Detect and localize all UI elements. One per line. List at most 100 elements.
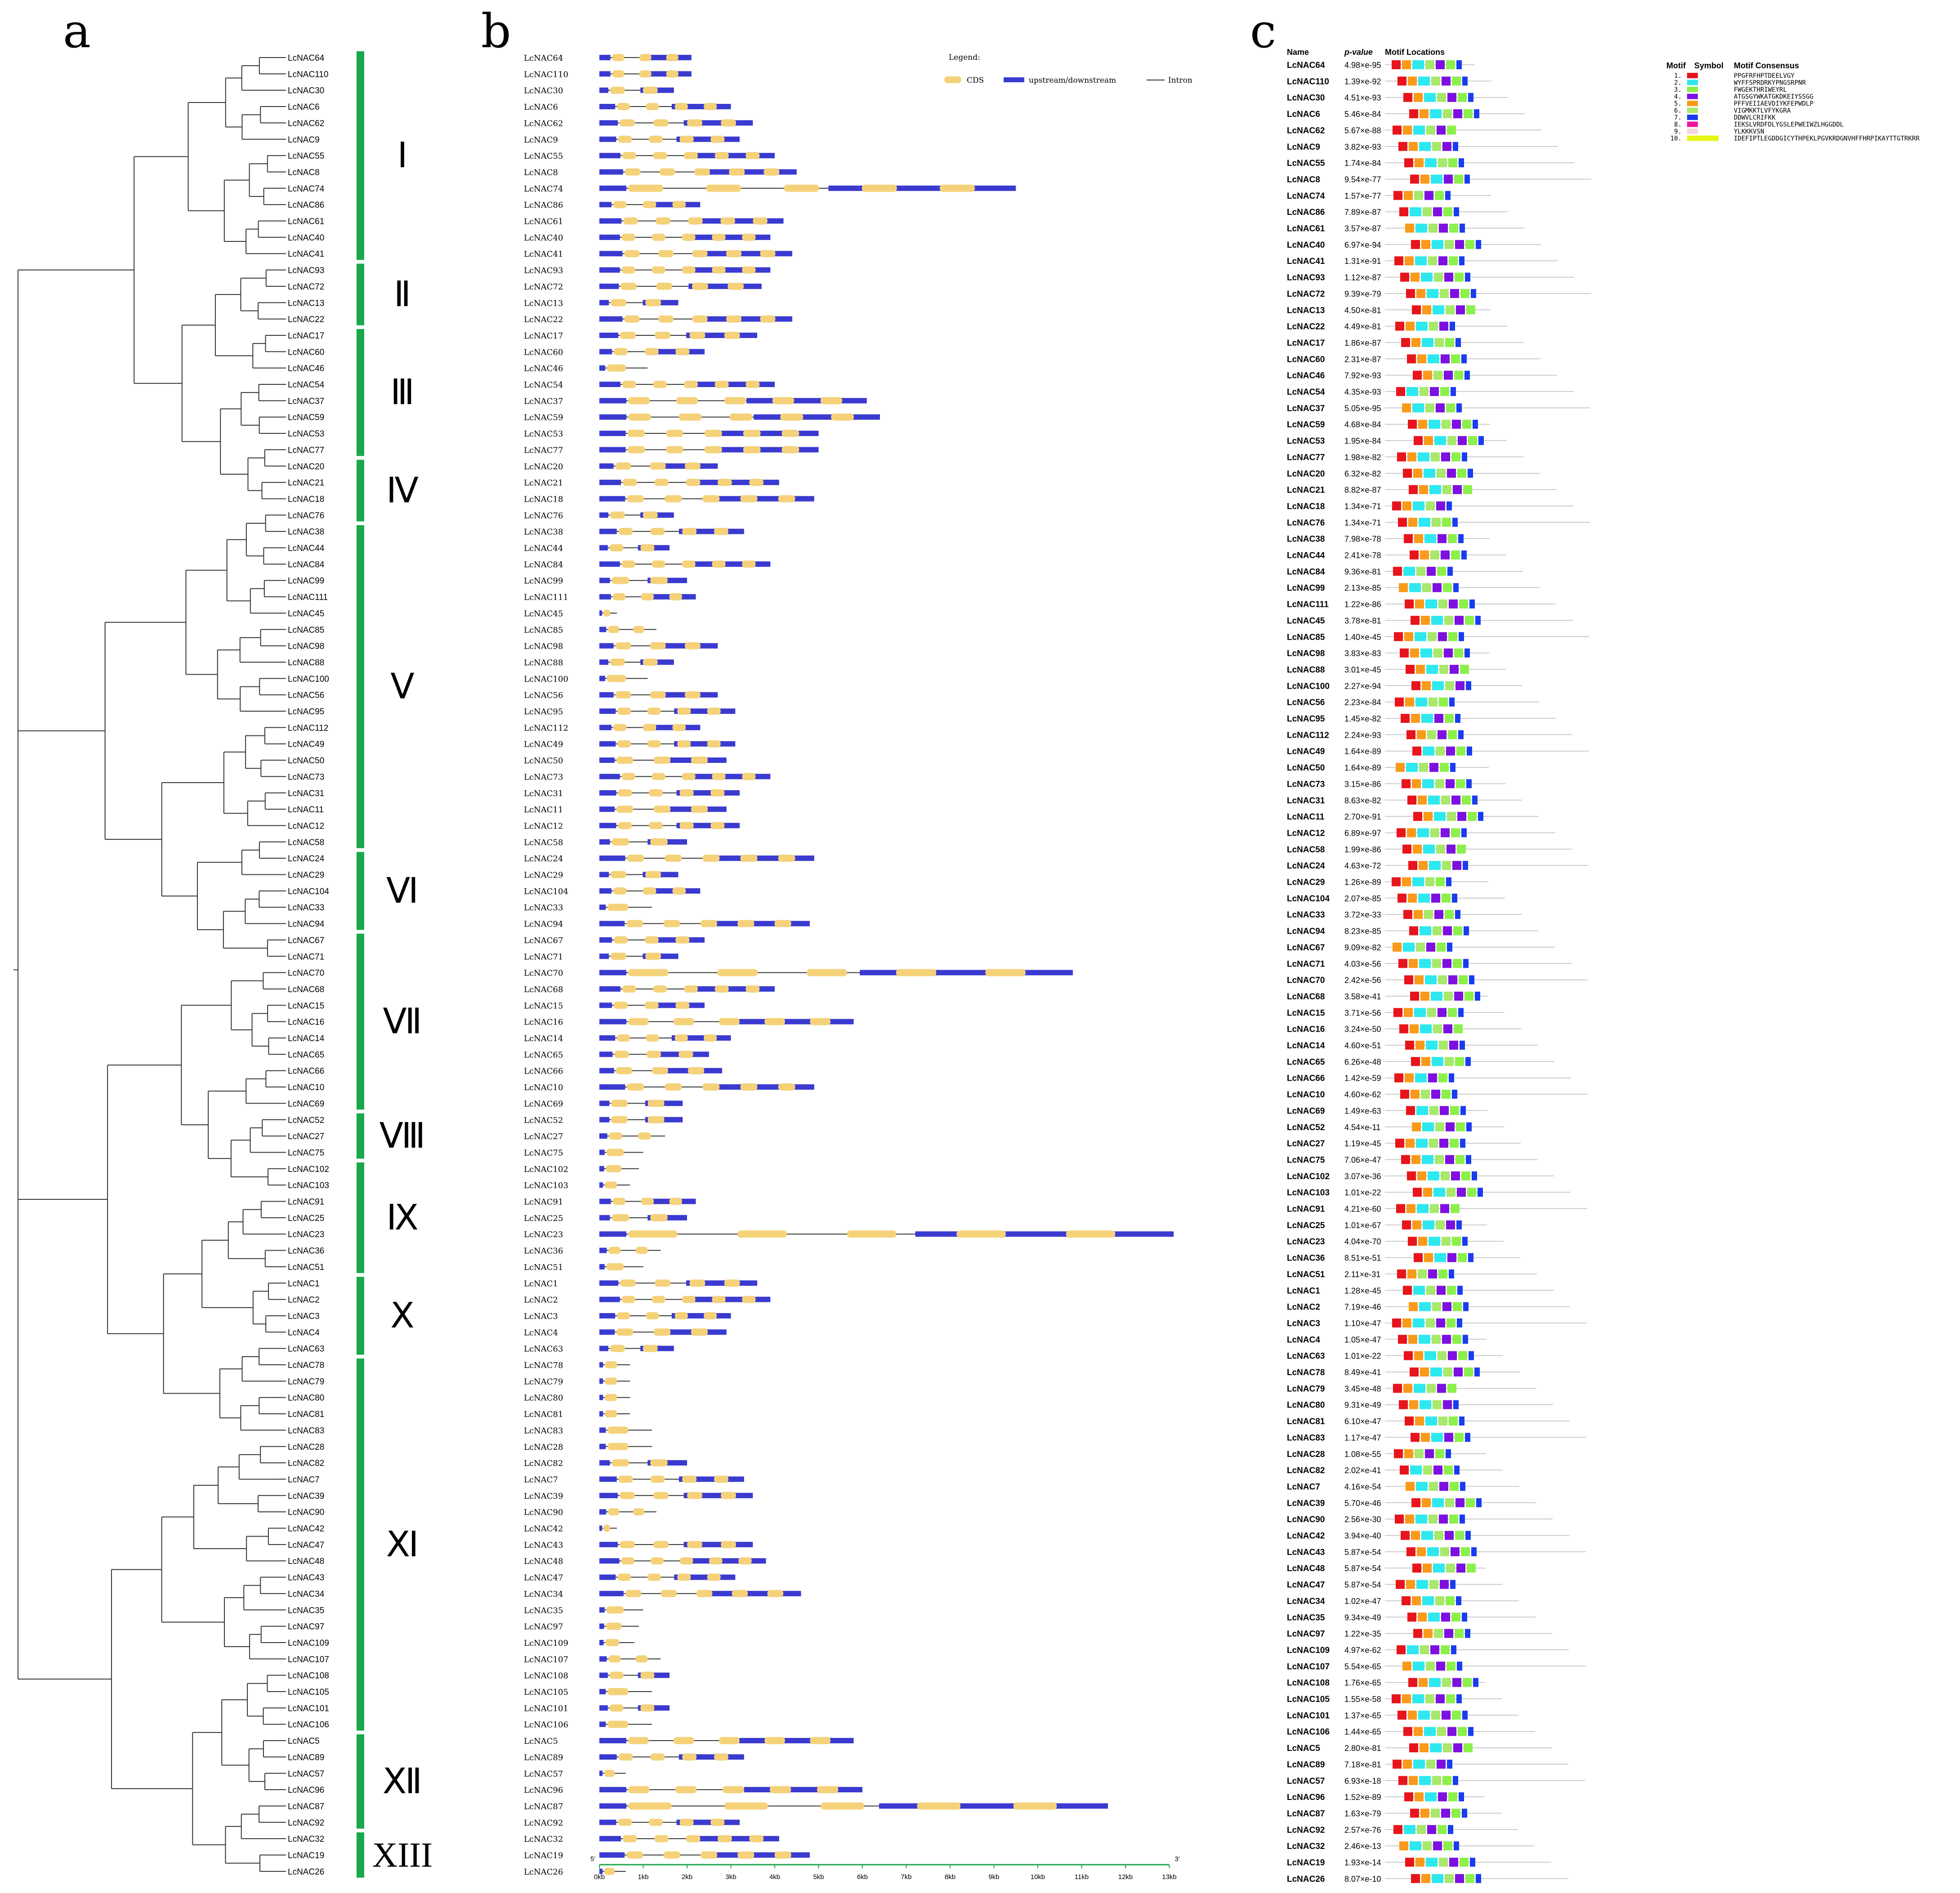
upstream-region — [599, 1803, 626, 1809]
motif-gene-name: LcNAC98 — [1287, 649, 1325, 659]
motif-box — [1460, 1106, 1466, 1115]
tree-leaf-label: LcNAC44 — [288, 544, 325, 553]
tree-leaf-label: LcNAC84 — [288, 560, 325, 570]
motif-box — [1455, 338, 1461, 347]
clade-label: Ⅱ — [394, 275, 411, 314]
upstream-region — [599, 398, 626, 404]
gene-structure-label: LcNAC9 — [524, 135, 558, 145]
motif-box — [1406, 730, 1415, 739]
tree-leaf-label: LcNAC33 — [288, 903, 324, 913]
motif-box — [1410, 1024, 1419, 1033]
cds-exon — [607, 1688, 629, 1695]
upstream-region — [599, 1721, 606, 1727]
motif-box — [1473, 419, 1478, 429]
gene-structure-label: LcNAC52 — [524, 1116, 563, 1125]
motif-box — [1425, 599, 1437, 609]
motif-box — [1452, 1678, 1461, 1687]
motif-box — [1395, 1139, 1404, 1148]
cds-exon — [612, 1214, 630, 1221]
motif-box — [1423, 370, 1432, 380]
motif-box — [1429, 763, 1438, 772]
motif-box — [1448, 1351, 1457, 1360]
cds-exon — [710, 822, 725, 829]
motif-box — [1449, 1416, 1458, 1426]
motif-box — [1453, 109, 1462, 119]
tree-leaf-label: LcNAC31 — [288, 789, 324, 798]
cds-exon — [710, 1818, 725, 1826]
motif-box — [1458, 1008, 1464, 1017]
motif-pvalue: 4.16×e-54 — [1344, 1482, 1381, 1491]
motif-box — [1393, 1759, 1402, 1769]
motif-box — [1461, 550, 1467, 560]
cds-exon — [621, 560, 635, 568]
motif-box — [1437, 1759, 1446, 1769]
tree-leaf-label: LcNAC73 — [288, 772, 324, 782]
motif-box — [1447, 436, 1456, 445]
motif-box — [1444, 174, 1453, 184]
motif-box — [1455, 615, 1464, 625]
cds-exon — [643, 1345, 658, 1352]
cds-exon — [705, 430, 722, 437]
upstream-region — [599, 382, 621, 387]
cds-exon — [737, 1851, 755, 1859]
motif-pvalue: 1.31×e-91 — [1344, 257, 1381, 266]
tree-leaf-label: LcNAC82 — [288, 1459, 324, 1468]
motif-box — [1452, 893, 1457, 903]
motif-box — [1412, 305, 1421, 315]
motif-box — [1467, 1563, 1476, 1573]
motif-pvalue: 1.22×e-35 — [1344, 1630, 1381, 1639]
motif-box — [1469, 1351, 1474, 1360]
motif-box — [1419, 861, 1428, 870]
motif-box — [1407, 1171, 1416, 1180]
motif-box — [1410, 1808, 1419, 1818]
motif-box — [1437, 1727, 1446, 1736]
motif-box — [1415, 223, 1427, 233]
cds-exon — [607, 675, 626, 682]
motif-box — [1425, 158, 1437, 168]
gene-structure-label: LcNAC57 — [524, 1769, 563, 1779]
gene-structure-label: LcNAC102 — [524, 1165, 568, 1174]
motif-box — [1433, 370, 1442, 380]
tree-leaf-label: LcNAC40 — [288, 233, 324, 243]
clade-label: Ⅳ — [386, 471, 419, 510]
tree-leaf-label: LcNAC16 — [288, 1018, 324, 1027]
motif-gene-name: LcNAC43 — [1287, 1548, 1325, 1557]
cds-exon — [719, 1737, 740, 1745]
motif-box — [1412, 403, 1424, 413]
gene-structure-label: LcNAC79 — [524, 1377, 563, 1386]
motif-box — [1451, 1645, 1456, 1654]
motif-pvalue: 1.74×e-84 — [1344, 159, 1381, 168]
tree-leaf-label: LcNAC85 — [288, 625, 324, 635]
cds-exon — [616, 806, 634, 813]
upstream-region — [599, 904, 606, 910]
motif-box — [1406, 321, 1415, 331]
cds-exon — [643, 658, 658, 666]
motif-box — [1420, 387, 1429, 396]
motif-box — [1430, 550, 1439, 560]
motif-box — [1444, 648, 1453, 658]
cds-exon — [640, 544, 655, 552]
motif-pvalue: 1.57×e-77 — [1344, 192, 1381, 200]
motif-box — [1412, 1220, 1421, 1229]
cds-exon — [688, 1067, 704, 1074]
cds-exon — [691, 806, 708, 813]
motif-box — [1451, 550, 1460, 560]
clade-bar — [357, 1359, 364, 1731]
motif-box — [1413, 1188, 1422, 1197]
motif-gene-name: LcNAC30 — [1287, 94, 1325, 103]
motif-gene-name: LcNAC78 — [1287, 1368, 1325, 1377]
upstream-region — [599, 888, 612, 894]
motif-box — [1392, 1318, 1401, 1327]
motif-box — [1456, 1122, 1465, 1131]
motif-box — [1464, 926, 1469, 935]
motif-box — [1446, 779, 1455, 788]
motif-pvalue: 8.23×e-85 — [1344, 927, 1381, 936]
motif-box — [1450, 1139, 1459, 1148]
upstream-region — [599, 1296, 620, 1302]
panel-letter-a: a — [63, 4, 91, 58]
motif-box — [1441, 1808, 1450, 1818]
motif-gene-name: LcNAC66 — [1287, 1074, 1325, 1083]
cds-exon — [608, 626, 620, 633]
motif-box — [1434, 910, 1443, 919]
cds-exon — [619, 1492, 635, 1499]
